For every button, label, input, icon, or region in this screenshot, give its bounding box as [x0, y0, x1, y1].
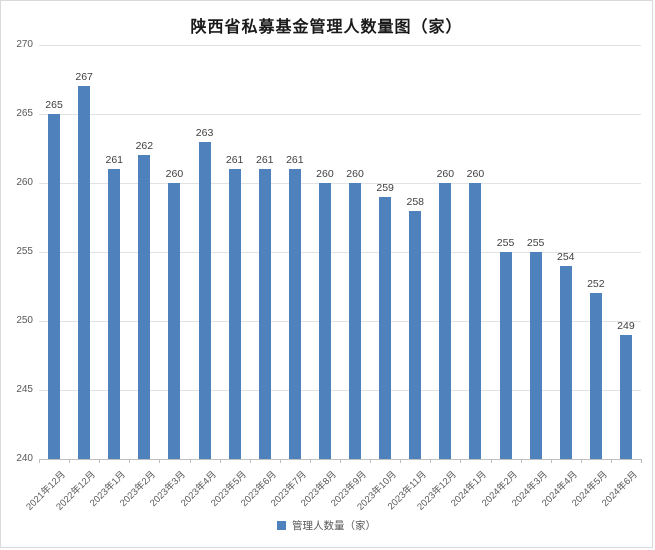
bar: [409, 210, 422, 459]
x-axis-tick: [69, 459, 71, 463]
bar: [288, 169, 301, 459]
bar: [589, 293, 602, 459]
bar-value-label: 258: [406, 195, 425, 208]
x-axis-tick: [490, 459, 492, 463]
bar: [349, 183, 362, 459]
bar-value-label: 259: [376, 181, 394, 194]
y-axis-label: 270: [16, 39, 33, 50]
y-axis-label: 265: [16, 108, 33, 119]
bar: [439, 183, 452, 459]
y-axis-label: 260: [16, 177, 33, 188]
bar-value-label: 261: [225, 154, 244, 167]
x-axis-tick: [39, 459, 40, 463]
bar: [48, 114, 61, 459]
x-axis-tick: [550, 459, 552, 463]
bar-value-label: 262: [135, 140, 154, 153]
x-axis-tick: [610, 459, 612, 463]
bar: [559, 265, 572, 459]
y-axis-label: 240: [16, 453, 33, 464]
bar-value-label: 260: [316, 168, 334, 180]
x-axis-tick: [249, 459, 251, 463]
bar-value-label: 254: [556, 250, 575, 263]
gridline: [39, 389, 641, 391]
bar: [529, 252, 542, 459]
bar: [318, 183, 331, 459]
legend-swatch-icon: [277, 521, 286, 530]
bar: [138, 155, 151, 459]
bar: [258, 169, 271, 459]
y-axis-label: 255: [16, 246, 33, 257]
x-axis-tick: [400, 459, 402, 463]
bar: [619, 334, 632, 459]
x-axis-tick: [219, 459, 221, 463]
bar-value-label: 252: [587, 278, 605, 291]
legend: 管理人数量（家）: [1, 518, 652, 533]
page-title: 陕西省私募基金管理人数量图（家）: [190, 17, 463, 36]
bar-value-label: 255: [526, 237, 545, 249]
gridline: [39, 251, 641, 253]
bar-value-label: 265: [45, 99, 63, 111]
x-axis-tick: [279, 459, 281, 463]
x-axis-tick: [99, 459, 101, 463]
bar-value-label: 260: [165, 168, 184, 180]
x-axis-tick: [460, 459, 462, 463]
bar-value-label: 261: [255, 154, 274, 167]
bar-value-label: 260: [436, 168, 455, 180]
x-axis-tick: [340, 459, 341, 463]
x-axis-tick: [159, 459, 161, 463]
bar: [108, 169, 121, 459]
bar-value-label: 249: [617, 319, 635, 332]
legend-label: 管理人数量（家）: [292, 520, 376, 532]
bar: [168, 183, 181, 459]
bar-value-label: 260: [346, 168, 364, 180]
x-axis-tick: [520, 459, 522, 463]
x-axis-tick: [189, 459, 191, 463]
bar: [379, 196, 392, 459]
x-axis-tick: [430, 459, 432, 463]
gridline: [39, 182, 641, 184]
bar: [198, 141, 211, 459]
bar: [469, 183, 482, 459]
bar: [228, 169, 241, 459]
x-axis-tick: [641, 459, 642, 463]
x-axis-tick: [129, 459, 131, 463]
bar-value-label: 261: [105, 154, 124, 167]
bar-value-label: 267: [75, 71, 93, 84]
bar-value-label: 255: [496, 237, 515, 249]
bar-value-label: 260: [466, 168, 485, 180]
bar: [78, 86, 91, 459]
y-axis-label: 250: [16, 315, 33, 326]
gridline: [39, 320, 641, 322]
bar-value-label: 261: [286, 154, 304, 167]
gridline: [39, 44, 641, 46]
x-axis-tick: [580, 459, 582, 463]
x-axis-tick: [370, 459, 372, 463]
y-axis-label: 245: [16, 384, 33, 395]
bar: [499, 252, 512, 459]
x-axis-tick: [309, 459, 311, 463]
bar-value-label: 263: [195, 126, 214, 139]
gridline: [39, 113, 641, 115]
